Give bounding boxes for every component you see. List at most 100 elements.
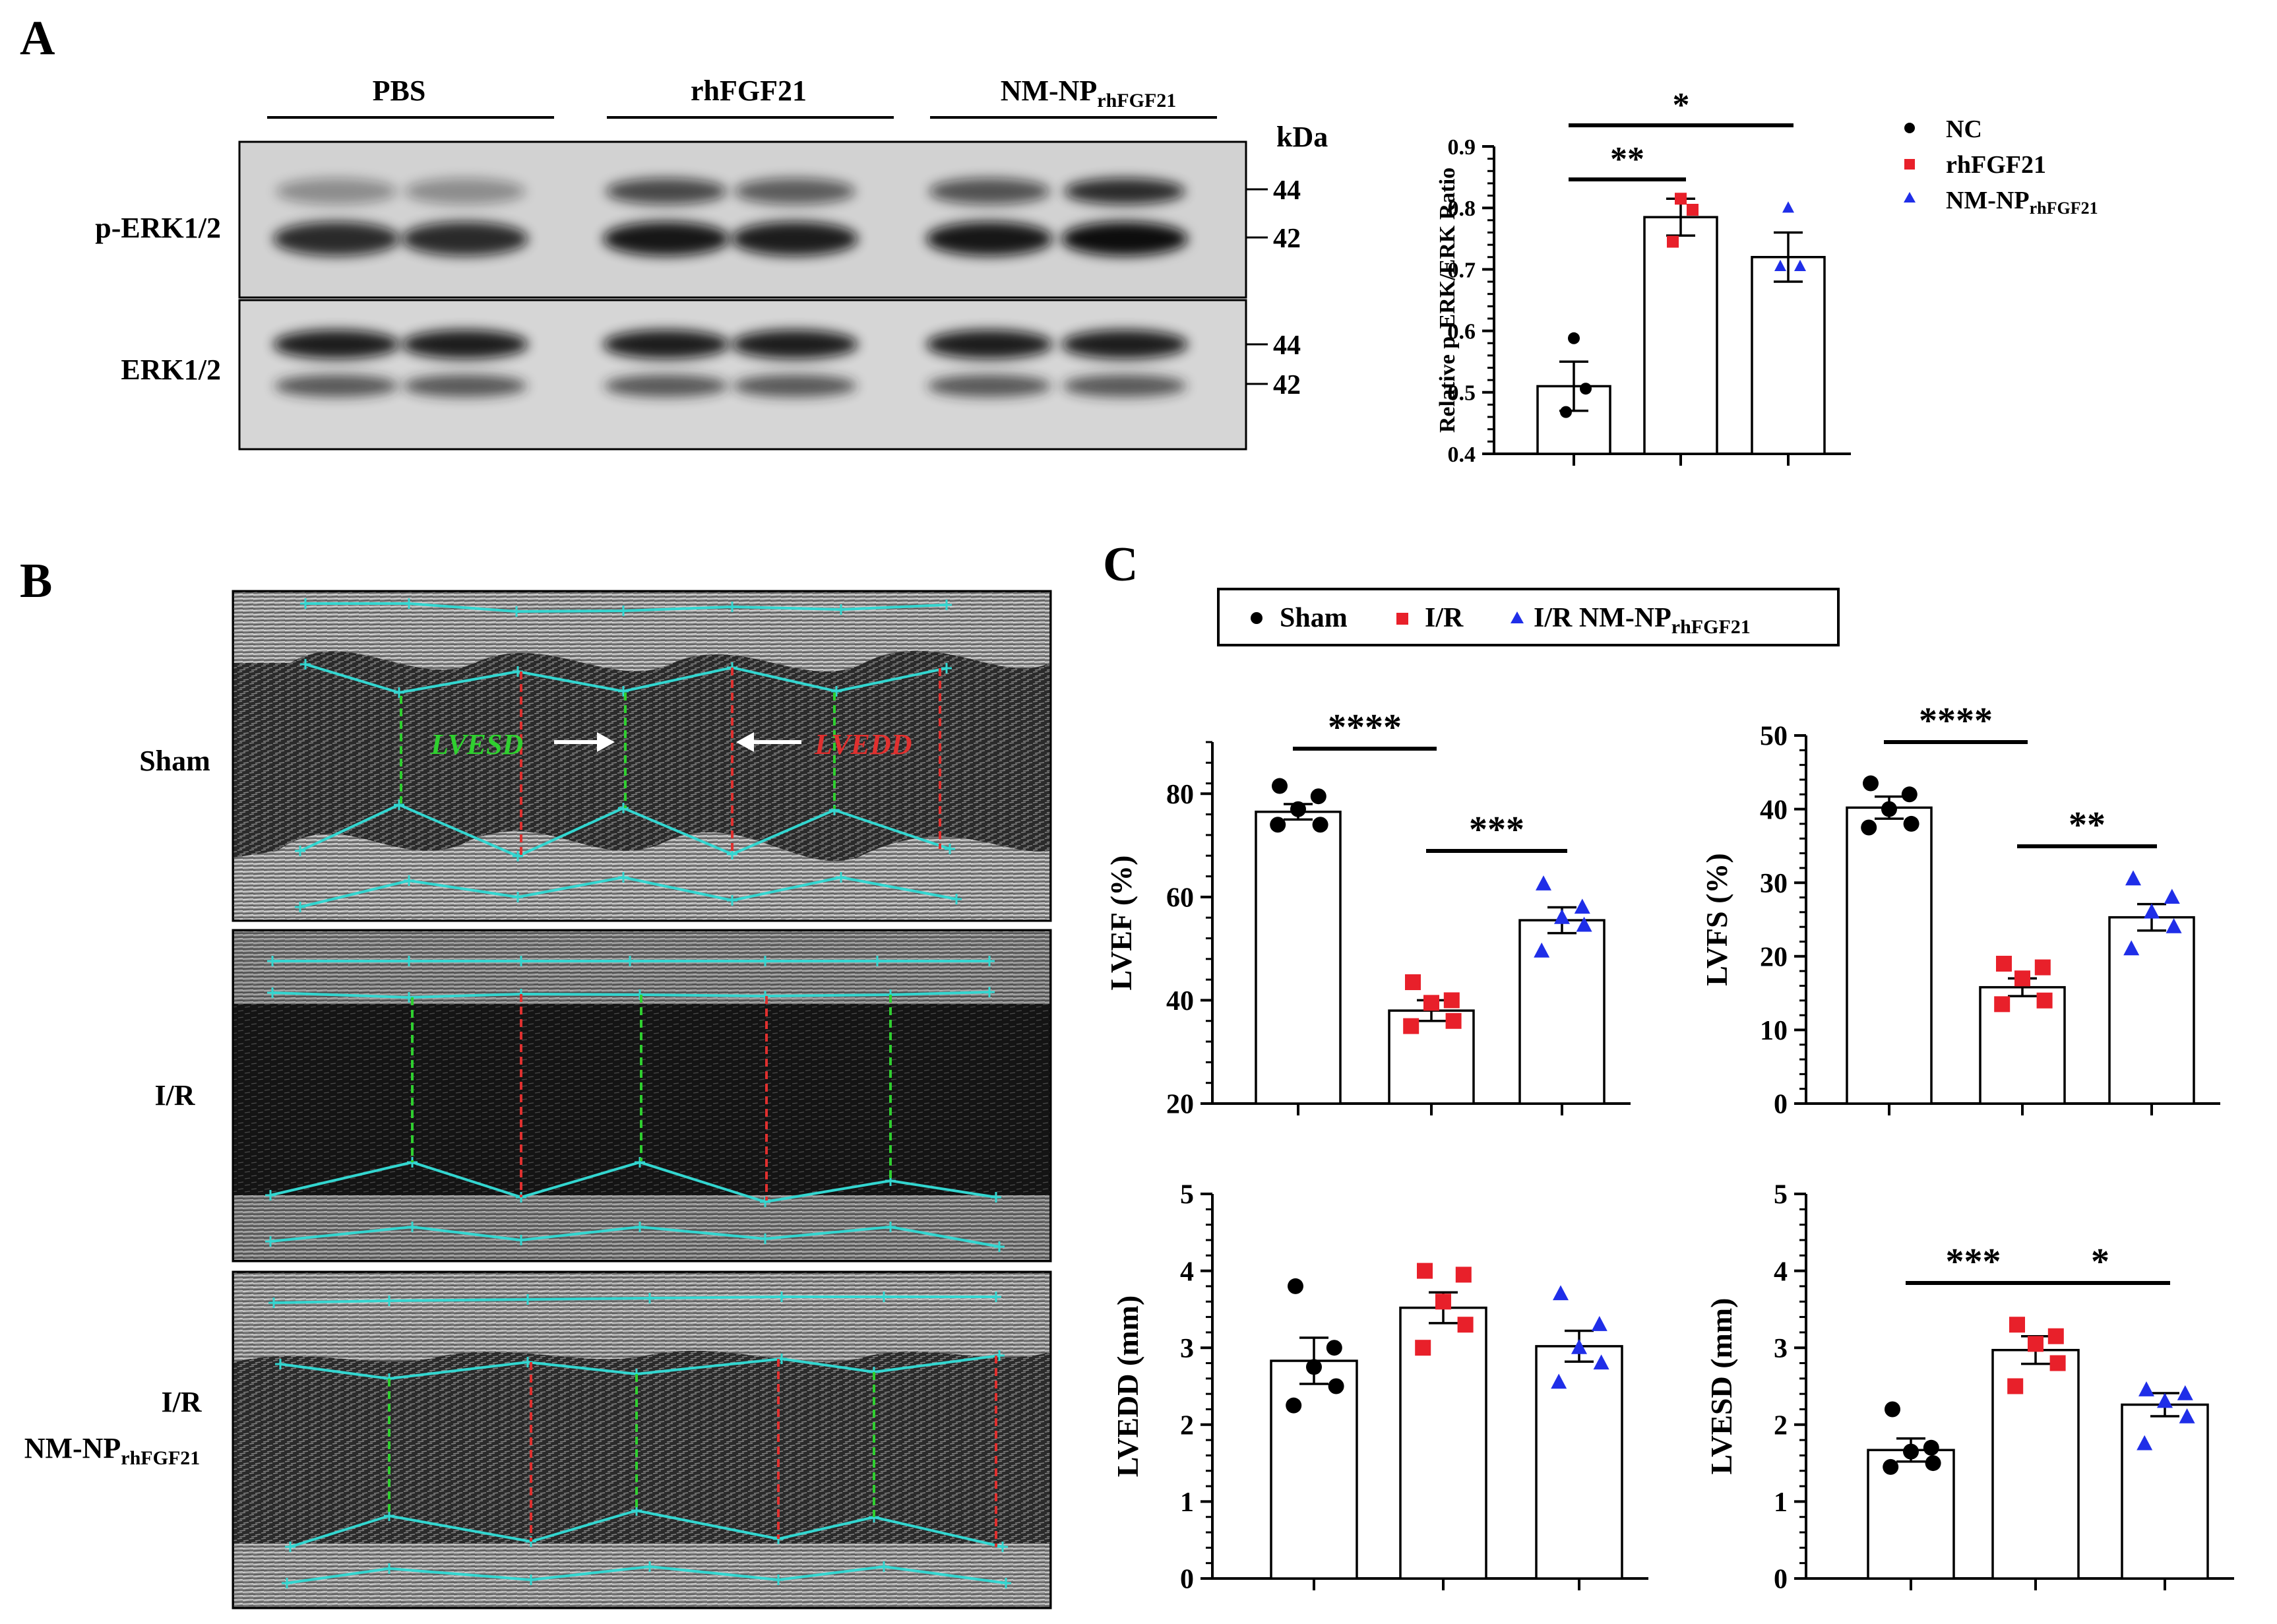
data-point — [2164, 889, 2180, 904]
data-point — [1288, 1278, 1303, 1294]
data-point — [2049, 1355, 2066, 1371]
blot-band-p-erk-42 — [926, 222, 1053, 256]
blot-band-p-erk-42 — [402, 222, 528, 256]
significance-label: **** — [1328, 707, 1402, 748]
echo-trace-point — [267, 987, 278, 998]
y-tick-label: 3 — [1774, 1334, 1788, 1364]
blot-group-label-pbs: PBS — [373, 75, 426, 107]
data-point — [2166, 918, 2182, 933]
blot-band-p-erk-42 — [273, 222, 400, 256]
echo-trace-point — [760, 956, 770, 966]
echo-trace-point — [945, 844, 955, 854]
legend-a-marker-nc — [1904, 123, 1915, 133]
y-tick-label: 50 — [1760, 722, 1788, 752]
echo-annotation-lvesd: LVESD — [430, 728, 523, 761]
echo-trace-point — [1001, 1578, 1011, 1588]
y-tick-label: 0.9 — [1448, 135, 1476, 160]
data-point — [1580, 383, 1592, 395]
y-tick-label: 0.7 — [1448, 258, 1476, 282]
echo-trace-point — [300, 659, 311, 670]
data-point — [1272, 778, 1288, 794]
echo-trace-point — [384, 1296, 394, 1306]
data-point — [2014, 970, 2030, 987]
y-tick-label: 5 — [1180, 1180, 1194, 1210]
bar — [1846, 806, 1933, 1105]
legend-c-marker-treated — [1511, 611, 1524, 623]
data-point — [1423, 995, 1439, 1011]
bar — [1751, 256, 1826, 455]
bar — [2121, 1403, 2209, 1580]
data-point — [1328, 1378, 1344, 1394]
data-point — [2125, 870, 2141, 886]
bar — [2108, 916, 2195, 1105]
echo-trace-point — [991, 1292, 1001, 1302]
blot-band-erk-42 — [604, 375, 728, 397]
y-tick-label: 4 — [1180, 1257, 1194, 1287]
echo-trace-point — [404, 956, 414, 966]
data-point — [1774, 259, 1786, 271]
blot-band-erk-42 — [1063, 375, 1187, 397]
data-point — [1861, 819, 1877, 836]
y-tick-label: 4 — [1774, 1257, 1788, 1287]
data-point — [1576, 916, 1592, 932]
data-point — [1554, 908, 1570, 924]
y-tick-label: 0.6 — [1448, 320, 1476, 344]
blot-band-p-erk-44 — [606, 178, 727, 204]
data-point — [1457, 1317, 1474, 1333]
data-point — [1996, 955, 2012, 972]
echo-trace-point — [265, 1236, 276, 1247]
data-point — [1551, 1373, 1567, 1389]
y-axis-label: LVESD (mm) — [1704, 1298, 1738, 1475]
data-point — [1923, 1439, 1939, 1456]
data-point — [2034, 959, 2051, 976]
y-tick-label: 20 — [1166, 1090, 1194, 1120]
echo-trace-point — [644, 1561, 655, 1572]
blot-band-p-erk-44 — [276, 178, 397, 204]
echo-arrowhead-lvesd — [597, 732, 615, 752]
echo-image-sham — [232, 590, 1052, 922]
echo-trace-point — [836, 872, 846, 883]
echo-trace-point — [879, 1292, 889, 1302]
blot-band-erk-44 — [1061, 330, 1188, 359]
y-tick-label: 40 — [1760, 795, 1788, 825]
echo-trace-point — [513, 892, 523, 902]
data-point — [1593, 1354, 1609, 1370]
echo-trace-point — [951, 894, 962, 904]
blot-kda-header: kDa — [1276, 121, 1328, 153]
data-point — [1405, 974, 1421, 991]
echo-trace-point — [984, 987, 995, 997]
blot-band-erk-44 — [603, 330, 730, 359]
marker-44-top: 44 — [1273, 175, 1301, 206]
data-point — [2047, 1328, 2064, 1344]
data-point — [2007, 1378, 2024, 1394]
blot-band-erk-42 — [403, 375, 527, 397]
echo-trace-point — [879, 1561, 889, 1572]
blot-group-label-nmnp: NM-NPrhFGF21 — [1001, 75, 1177, 111]
legend-c-marker-sham — [1251, 612, 1263, 624]
data-point — [1571, 1339, 1587, 1354]
blot-band-p-erk-42 — [1061, 222, 1188, 256]
echo-trace-point — [776, 1292, 787, 1302]
echo-row-label-treated-line2: NM-NPrhFGF21 — [24, 1432, 201, 1469]
y-tick-label: 0.4 — [1448, 443, 1476, 467]
echo-row-label-treated: I/R — [161, 1386, 202, 1418]
y-tick-label: 2 — [1774, 1411, 1788, 1441]
marker-42-top: 42 — [1273, 224, 1301, 254]
data-point — [1435, 1294, 1451, 1310]
echo-trace-point — [285, 1542, 296, 1552]
data-point — [1536, 875, 1551, 890]
blot-band-erk-44 — [732, 330, 858, 359]
blot-band-p-erk-44 — [929, 178, 1050, 204]
data-point — [2123, 940, 2140, 956]
data-point — [2036, 992, 2053, 1009]
blot-membrane-p-erk — [238, 141, 1247, 299]
y-tick-label: 2 — [1180, 1411, 1194, 1441]
echo-trace-point — [885, 1222, 896, 1232]
data-point — [1675, 193, 1687, 205]
bar — [1518, 919, 1606, 1105]
y-tick-label: 10 — [1760, 1016, 1788, 1046]
bar — [1255, 810, 1342, 1105]
data-point — [1310, 788, 1326, 805]
echo-trace-point — [404, 875, 414, 886]
echo-trace-point — [727, 602, 737, 612]
